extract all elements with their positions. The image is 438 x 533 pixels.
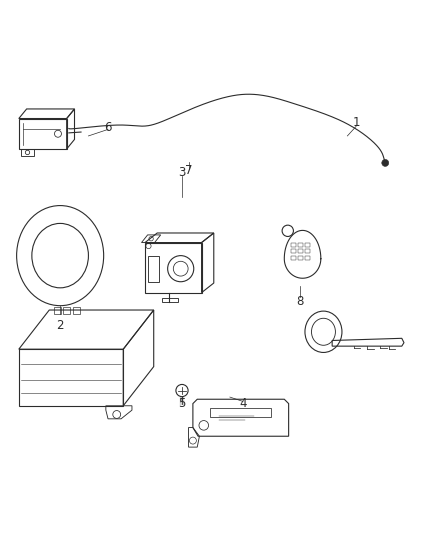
Text: 2: 2 <box>57 319 64 332</box>
Text: 7: 7 <box>185 164 192 177</box>
Text: 1: 1 <box>352 116 360 130</box>
Text: 4: 4 <box>239 397 247 410</box>
Text: 3: 3 <box>178 166 186 180</box>
Text: 8: 8 <box>296 295 303 308</box>
Text: 6: 6 <box>104 121 112 134</box>
Text: 5: 5 <box>178 397 186 410</box>
Circle shape <box>382 159 389 166</box>
